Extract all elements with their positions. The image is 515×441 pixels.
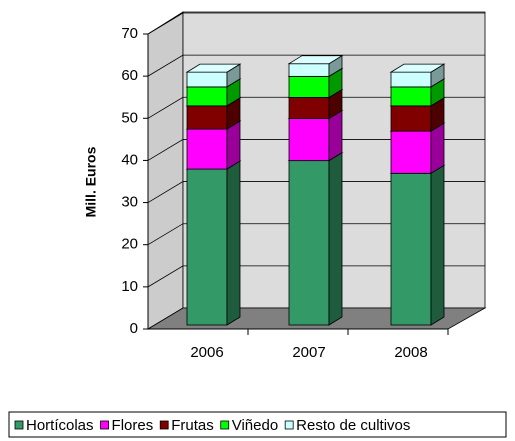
bar-front — [390, 172, 432, 326]
legend-label: Resto de cultivos — [296, 417, 410, 434]
bar-top — [185, 63, 242, 73]
bar-front — [186, 71, 228, 88]
bar-front — [288, 75, 330, 98]
left-wall — [147, 11, 184, 330]
bar-front — [288, 118, 330, 162]
bar-front — [288, 97, 330, 119]
grid-line — [147, 223, 485, 246]
x-tick-label: 2008 — [394, 344, 427, 361]
bar-front — [390, 130, 432, 174]
grid-line — [147, 181, 485, 203]
legend-swatch — [14, 420, 24, 430]
bar-front — [390, 105, 432, 132]
bar-front — [186, 128, 228, 170]
bar-front — [288, 160, 330, 326]
bars — [185, 54, 446, 326]
y-tick-label: 20 — [121, 236, 138, 253]
legend: Hortícolas Flores Frutas Viñedo Resto de cul… — [14, 417, 410, 434]
legend-label: Hortícolas — [26, 417, 94, 434]
legend-box — [8, 411, 507, 438]
y-tick-label: 10 — [121, 278, 138, 295]
bar-front — [186, 168, 228, 326]
legend-label: Frutas — [171, 417, 214, 434]
bar-front — [288, 63, 330, 77]
bar-side — [328, 151, 343, 326]
legend-label: Viñedo — [232, 417, 278, 434]
legend-label: Flores — [112, 417, 154, 434]
bar-front — [186, 105, 228, 130]
bar-side — [430, 164, 445, 326]
y-tick-label: 30 — [121, 194, 138, 211]
grid-line — [147, 96, 485, 119]
y-tick-label: 0 — [130, 320, 138, 337]
grid — [147, 12, 485, 288]
grid-line — [147, 12, 485, 35]
y-axis-title: Mill. Euros — [83, 146, 99, 217]
y-tick-label: 70 — [121, 25, 138, 42]
bar-front — [390, 86, 432, 107]
y-tick-label: 40 — [121, 151, 138, 168]
grid-line — [147, 265, 485, 288]
bar-top — [287, 55, 344, 65]
grid-line — [147, 139, 485, 161]
y-tick-label: 60 — [121, 67, 138, 84]
y-tick-label: 50 — [121, 109, 138, 126]
legend-swatch — [159, 420, 169, 430]
x-tick-label: 2006 — [190, 344, 223, 361]
bar-front — [186, 86, 228, 107]
bar-top — [389, 63, 446, 73]
bar-side — [430, 122, 445, 175]
legend-swatch — [220, 420, 230, 430]
bar-side — [328, 109, 343, 162]
legend-swatch — [100, 420, 109, 430]
legend-swatch — [284, 420, 294, 430]
grid-line — [147, 54, 485, 77]
bar-side — [226, 160, 241, 326]
x-tick-label: 2007 — [292, 344, 325, 361]
bar-front — [390, 71, 432, 88]
